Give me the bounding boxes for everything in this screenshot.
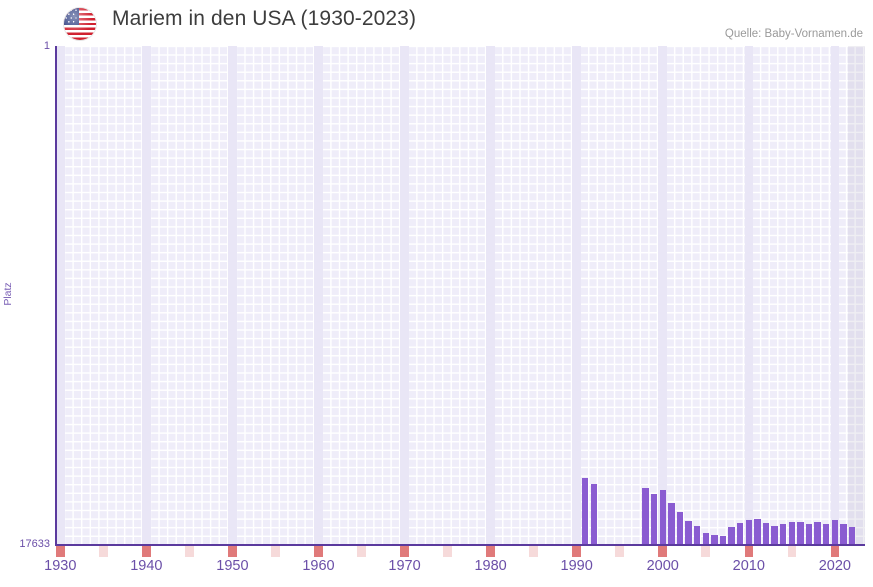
bar[interactable]: [840, 524, 847, 545]
x-axis-tick-label: 1980: [474, 558, 507, 574]
x-axis-tick-label: 1940: [130, 558, 163, 574]
x-axis-tick-label: 1930: [44, 558, 77, 574]
usa-flag-icon: [64, 8, 96, 40]
y-axis-bottom-label: 17633: [19, 538, 50, 550]
x-tick-half-decade: [443, 546, 452, 557]
x-tick-half-decade: [529, 546, 538, 557]
flag-gloss: [64, 8, 96, 40]
bar[interactable]: [797, 522, 804, 545]
x-tick-decade: [314, 546, 323, 557]
grid-decade-column: [142, 46, 151, 545]
grid-decade-column: [56, 46, 65, 545]
bar[interactable]: [831, 520, 839, 545]
x-axis-tick-label: 1950: [216, 558, 249, 574]
x-axis-tick-label: 2020: [818, 558, 852, 574]
x-axis-labels: 1930 1940 1950 1960 1970 1980 1990 2000 2010 2020: [0, 558, 873, 582]
plot-area: [55, 46, 865, 546]
x-tick-half-decade: [185, 546, 194, 557]
grid-decade-column: [572, 46, 581, 545]
bar[interactable]: [685, 521, 692, 545]
flag-canton: [64, 8, 79, 26]
bar[interactable]: [737, 523, 744, 545]
y-axis-top-label: 1: [43, 40, 50, 52]
x-tick-decade: [228, 546, 237, 557]
x-tick-decade: [658, 546, 668, 557]
chart-header: Mariem in den USA (1930-2023) Quelle: Ba…: [0, 0, 873, 46]
x-tick-decade: [830, 546, 840, 557]
bar[interactable]: [762, 523, 770, 545]
plot-gridlines: [56, 46, 865, 545]
bar[interactable]: [848, 527, 856, 545]
bar[interactable]: [702, 533, 709, 545]
bar-series: [56, 46, 865, 545]
bar[interactable]: [719, 536, 727, 545]
grid-decade-column: [830, 46, 840, 545]
bar[interactable]: [582, 477, 589, 545]
grid-decade-column: [486, 46, 495, 545]
x-axis-tick-label: 2010: [732, 558, 765, 574]
x-tick-decade: [572, 546, 581, 557]
bar[interactable]: [650, 493, 658, 545]
x-tick-decade: [400, 546, 409, 557]
bar[interactable]: [771, 526, 778, 545]
bar[interactable]: [693, 526, 701, 545]
x-axis-tick-label: 1990: [560, 558, 593, 574]
x-tick-half-decade: [701, 546, 711, 557]
x-axis-line: [55, 544, 865, 546]
grid-decade-column: [400, 46, 409, 545]
bar[interactable]: [676, 512, 684, 545]
y-axis-title: Platz: [2, 282, 14, 306]
bar[interactable]: [823, 524, 830, 545]
x-tick-half-decade: [99, 546, 108, 557]
x-axis-tick-label: 1970: [388, 558, 421, 574]
bar[interactable]: [728, 526, 735, 545]
bar[interactable]: [590, 483, 598, 545]
bar[interactable]: [805, 524, 813, 545]
x-tick-half-decade: [615, 546, 624, 557]
x-tick-half-decade: [271, 546, 280, 557]
x-tick-decade: [56, 546, 65, 557]
bar[interactable]: [814, 522, 821, 545]
x-tick-decade: [142, 546, 151, 557]
bar[interactable]: [668, 503, 675, 545]
source-attribution: Quelle: Baby-Vornamen.de: [724, 28, 863, 40]
x-axis-tick-label: 1960: [302, 558, 335, 574]
bar[interactable]: [745, 520, 752, 545]
bar[interactable]: [754, 518, 761, 545]
grid-decade-column: [228, 46, 237, 545]
x-tick-decade: [744, 546, 754, 557]
x-tick-decade: [486, 546, 495, 557]
x-tick-half-decade: [357, 546, 366, 557]
x-axis-tick-strip: [56, 546, 865, 557]
grid-decade-column: [744, 46, 754, 545]
grid-decade-column: [658, 46, 668, 545]
x-axis-tick-label: 2000: [646, 558, 679, 574]
bar[interactable]: [659, 489, 666, 545]
x-tick-half-decade: [787, 546, 797, 557]
bar[interactable]: [711, 535, 718, 545]
y-axis-line: [55, 46, 57, 545]
bar[interactable]: [642, 487, 649, 545]
bar[interactable]: [788, 522, 796, 545]
bar[interactable]: [780, 524, 787, 545]
page-title: Mariem in den USA (1930-2023): [112, 7, 417, 30]
grid-decade-column: [314, 46, 323, 545]
